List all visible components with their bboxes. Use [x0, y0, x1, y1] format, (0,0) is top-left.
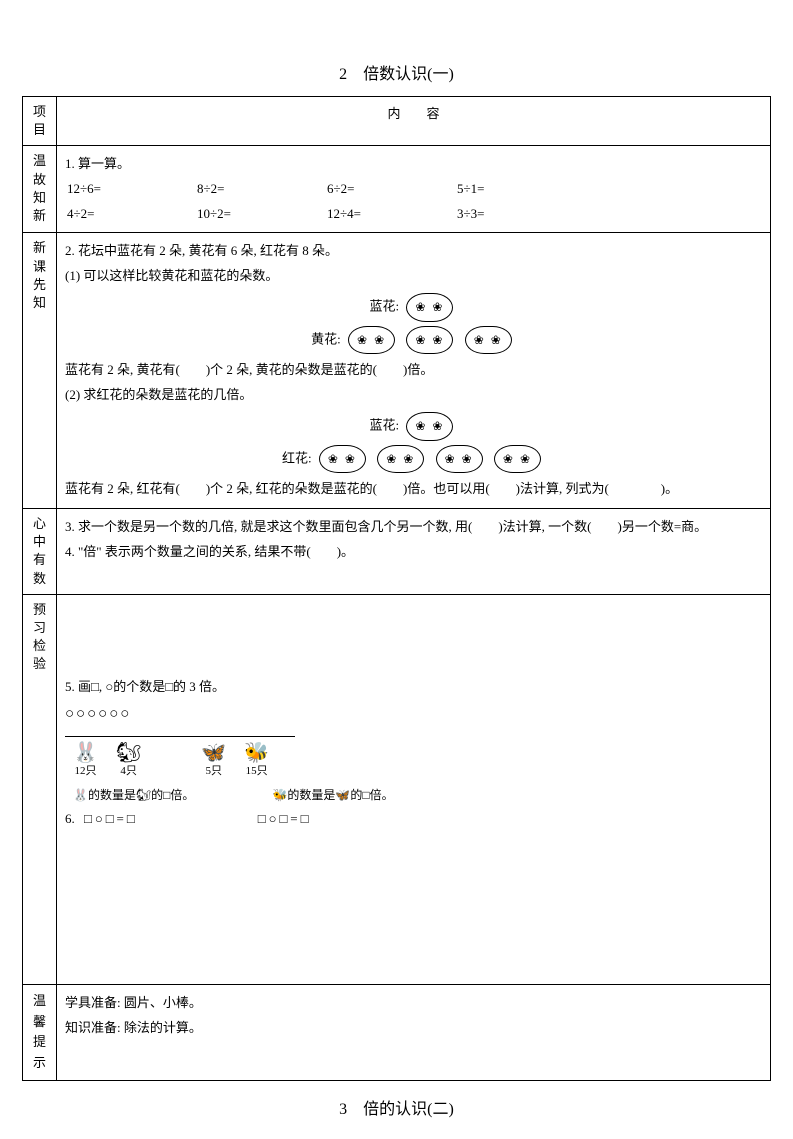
eq-statement-1: 🐰的数量是🐿的□倍。	[65, 784, 194, 807]
flower-pair-icon: ❀ ❀	[503, 452, 532, 466]
eq-statements: 🐰的数量是🐿的□倍。 🐝的数量是🦋的□倍。	[65, 778, 762, 807]
q6: 6. □○□=□	[65, 807, 138, 832]
main-table: 项目 内 容 温故知新 1. 算一算。 12÷6= 8÷2= 6÷2= 5÷1=…	[22, 96, 771, 1081]
s1-eqrow1: 12÷6= 8÷2= 6÷2= 5÷1=	[65, 177, 762, 202]
box-eq-2: □○□=□	[258, 807, 312, 832]
s5-line1: 学具准备: 圆片、小棒。	[65, 991, 762, 1016]
s2-line4: (2) 求红花的朵数是蓝花的几倍。	[65, 383, 762, 408]
divider-line	[65, 736, 295, 737]
yellow-flower-row: 黄花: ❀ ❀ ❀ ❀ ❀ ❀	[65, 326, 762, 355]
animals-row: 🐰 12只 🐿 4只 🦋 5只	[65, 741, 762, 778]
section1-label: 温故知新	[23, 146, 57, 233]
flower-oval: ❀ ❀	[406, 412, 453, 441]
eq: 3÷3=	[457, 202, 527, 227]
section-review: 温故知新 1. 算一算。 12÷6= 8÷2= 6÷2= 5÷1= 4÷2= 1…	[23, 146, 771, 233]
flower-pair-icon: ❀ ❀	[357, 333, 386, 347]
eq: 4÷2=	[67, 202, 137, 227]
eq: 6÷2=	[327, 177, 397, 202]
red-label: 红花:	[282, 450, 312, 465]
s2-line3: 蓝花有 2 朵, 黄花有( )个 2 朵, 黄花的朵数是蓝花的( )倍。	[65, 358, 762, 383]
header-row: 项目 内 容	[23, 97, 771, 146]
squirrel-count: 4只	[120, 765, 137, 777]
section5-label: 温馨提示	[23, 984, 57, 1080]
page-title: 2 倍数认识(一)	[22, 60, 771, 84]
flower-pair-icon: ❀ ❀	[415, 300, 444, 314]
box-eq: □○□=□	[78, 811, 138, 826]
flower-pair-icon: ❀ ❀	[415, 419, 444, 433]
red-flower-row: 红花: ❀ ❀ ❀ ❀ ❀ ❀ ❀ ❀	[65, 445, 762, 474]
section-core: 心中有数 3. 求一个数是另一个数的几倍, 就是求这个数里面包含几个另一个数, …	[23, 509, 771, 595]
eq-statement-2: 🐝的数量是🦋的□倍。	[264, 784, 393, 807]
section-tips: 温馨提示 学具准备: 圆片、小棒。 知识准备: 除法的计算。	[23, 984, 771, 1080]
blue-label: 蓝花:	[370, 417, 400, 432]
rabbit-icon: 🐰	[73, 741, 98, 765]
section-new: 新课先知 2. 花坛中蓝花有 2 朵, 黄花有 6 朵, 红花有 8 朵。 (1…	[23, 233, 771, 509]
yellow-label: 黄花:	[311, 331, 341, 346]
butterfly-count: 5只	[206, 765, 223, 777]
flower-oval: ❀ ❀	[436, 445, 483, 474]
s2-line5: 蓝花有 2 朵, 红花有( )个 2 朵, 红花的朵数是蓝花的( )倍。也可以用…	[65, 477, 762, 502]
squirrel-icon: 🐿	[116, 741, 141, 765]
flower-pair-icon: ❀ ❀	[474, 333, 503, 347]
section3-content: 3. 求一个数是另一个数的几倍, 就是求这个数里面包含几个另一个数, 用( )法…	[57, 509, 771, 595]
flower-oval: ❀ ❀	[406, 326, 453, 355]
flower-pair-icon: ❀ ❀	[328, 452, 357, 466]
flower-pair-icon: ❀ ❀	[445, 452, 474, 466]
s4-line1: 5. 画□, ○的个数是□的 3 倍。	[65, 675, 762, 700]
s3-line2: 4. "倍" 表示两个数量之间的关系, 结果不带( )。	[65, 540, 762, 565]
animal-pair-2: 🦋 5只 🐝 15只	[201, 741, 269, 778]
flower-oval: ❀ ❀	[465, 326, 512, 355]
flower-oval: ❀ ❀	[319, 445, 366, 474]
section2-label: 新课先知	[23, 233, 57, 509]
section1-content: 1. 算一算。 12÷6= 8÷2= 6÷2= 5÷1= 4÷2= 10÷2= …	[57, 146, 771, 233]
header-col1: 项目	[23, 97, 57, 146]
header-col2: 内 容	[57, 97, 771, 146]
worksheet-page: 2 倍数认识(一) 项目 内 容 温故知新 1. 算一算。 12÷6= 8÷2=…	[0, 0, 793, 1139]
butterfly-icon: 🦋	[201, 741, 226, 765]
flower-pair-icon: ❀ ❀	[386, 452, 415, 466]
eq: 12÷4=	[327, 202, 397, 227]
blue-flower-row: 蓝花: ❀ ❀	[65, 293, 762, 322]
eq: 10÷2=	[197, 202, 267, 227]
blue-flower-row2: 蓝花: ❀ ❀	[65, 412, 762, 441]
rabbit-count: 12只	[74, 765, 96, 777]
dragonfly-count: 15只	[246, 765, 268, 777]
section5-content: 学具准备: 圆片、小棒。 知识准备: 除法的计算。	[57, 984, 771, 1080]
s1-line1: 1. 算一算。	[65, 152, 762, 177]
animal-pair-1: 🐰 12只 🐿 4只	[73, 741, 141, 778]
flower-oval: ❀ ❀	[348, 326, 395, 355]
flower-pair-icon: ❀ ❀	[415, 333, 444, 347]
section4-label: 预习检验	[23, 594, 57, 984]
section3-label: 心中有数	[23, 509, 57, 595]
eq: 12÷6=	[67, 177, 137, 202]
circles-row: ○○○○○○	[65, 700, 762, 729]
flower-oval: ❀ ❀	[406, 293, 453, 322]
s2-line1: 2. 花坛中蓝花有 2 朵, 黄花有 6 朵, 红花有 8 朵。	[65, 239, 762, 264]
section-preview: 预习检验 5. 画□, ○的个数是□的 3 倍。 ○○○○○○ 🐰 12只 🐿 …	[23, 594, 771, 984]
s5-line2: 知识准备: 除法的计算。	[65, 1016, 762, 1041]
q6-row: 6. □○□=□ □○□=□	[65, 807, 762, 832]
q6-prefix: 6.	[65, 811, 75, 826]
eq: 5÷1=	[457, 177, 527, 202]
squirrel-item: 🐿 4只	[116, 741, 141, 778]
dragonfly-item: 🐝 15只	[244, 741, 269, 778]
flower-oval: ❀ ❀	[377, 445, 424, 474]
section4-content: 5. 画□, ○的个数是□的 3 倍。 ○○○○○○ 🐰 12只 🐿 4只	[57, 594, 771, 984]
butterfly-item: 🦋 5只	[201, 741, 226, 778]
footer-title: 3 倍的认识(二)	[22, 1095, 771, 1119]
s2-line2: (1) 可以这样比较黄花和蓝花的朵数。	[65, 264, 762, 289]
s3-line1: 3. 求一个数是另一个数的几倍, 就是求这个数里面包含几个另一个数, 用( )法…	[65, 515, 762, 540]
rabbit-item: 🐰 12只	[73, 741, 98, 778]
blue-label: 蓝花:	[370, 298, 400, 313]
dragonfly-icon: 🐝	[244, 741, 269, 765]
flower-oval: ❀ ❀	[494, 445, 541, 474]
s1-eqrow2: 4÷2= 10÷2= 12÷4= 3÷3=	[65, 202, 762, 227]
section2-content: 2. 花坛中蓝花有 2 朵, 黄花有 6 朵, 红花有 8 朵。 (1) 可以这…	[57, 233, 771, 509]
eq: 8÷2=	[197, 177, 267, 202]
